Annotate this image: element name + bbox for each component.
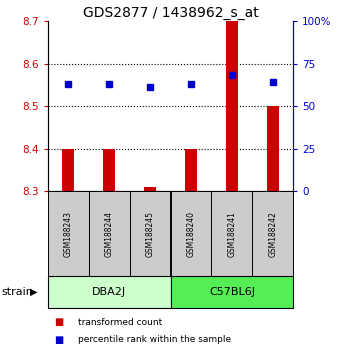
Text: C57BL6J: C57BL6J bbox=[209, 287, 255, 297]
Text: ▶: ▶ bbox=[30, 287, 37, 297]
Bar bbox=[170, 276, 293, 308]
Text: ■: ■ bbox=[55, 335, 64, 345]
Bar bbox=[62, 149, 74, 191]
Text: strain: strain bbox=[2, 287, 33, 297]
Text: GSM188244: GSM188244 bbox=[105, 211, 114, 257]
Text: GSM188241: GSM188241 bbox=[227, 211, 236, 257]
Text: transformed count: transformed count bbox=[78, 318, 163, 327]
Text: GSM188243: GSM188243 bbox=[64, 211, 73, 257]
Bar bbox=[144, 187, 156, 191]
Bar bbox=[48, 191, 89, 276]
Title: GDS2877 / 1438962_s_at: GDS2877 / 1438962_s_at bbox=[83, 6, 258, 20]
Text: GSM188242: GSM188242 bbox=[268, 211, 277, 257]
Text: DBA2J: DBA2J bbox=[92, 287, 126, 297]
Text: GSM188240: GSM188240 bbox=[187, 211, 195, 257]
Bar bbox=[130, 191, 170, 276]
Text: ■: ■ bbox=[55, 317, 64, 327]
Bar bbox=[211, 191, 252, 276]
Bar bbox=[170, 191, 211, 276]
Bar bbox=[252, 191, 293, 276]
Text: GSM188245: GSM188245 bbox=[146, 211, 154, 257]
Bar bbox=[185, 149, 197, 191]
Bar bbox=[103, 149, 115, 191]
Text: percentile rank within the sample: percentile rank within the sample bbox=[78, 335, 232, 344]
Bar bbox=[226, 21, 238, 191]
Bar bbox=[89, 191, 130, 276]
Bar bbox=[48, 276, 170, 308]
Bar bbox=[267, 106, 279, 191]
